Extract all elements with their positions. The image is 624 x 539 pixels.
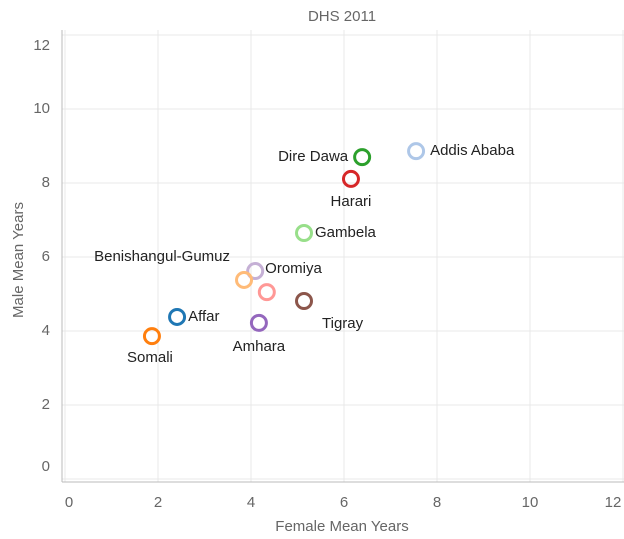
point xyxy=(341,169,360,188)
point-label: Tigray xyxy=(322,315,364,332)
x-tick-label: 2 xyxy=(154,494,162,511)
y-tick-label: 12 xyxy=(33,37,50,54)
point xyxy=(168,307,187,326)
x-tick-label: 8 xyxy=(433,494,441,511)
y-tick-label: 10 xyxy=(33,100,50,117)
point-label: Addis Ababa xyxy=(430,142,515,159)
y-tick-label: 6 xyxy=(42,248,50,265)
point xyxy=(295,292,314,311)
point xyxy=(246,262,265,281)
x-tick-label: 10 xyxy=(522,494,539,511)
x-tick-label: 6 xyxy=(340,494,348,511)
chart-title: DHS 2011 xyxy=(308,8,376,25)
x-tick-label: 0 xyxy=(65,494,73,511)
point xyxy=(353,148,372,167)
x-tick-label: 12 xyxy=(605,494,622,511)
y-tick-label: 2 xyxy=(42,396,50,413)
point xyxy=(235,270,254,289)
point xyxy=(142,327,161,346)
point-label: Somali xyxy=(127,349,173,366)
point-label: Affar xyxy=(188,308,219,325)
point xyxy=(249,313,268,332)
x-axis-label: Female Mean Years xyxy=(275,518,408,535)
point-label: Dire Dawa xyxy=(278,148,349,165)
point xyxy=(257,283,276,302)
point-label: Oromiya xyxy=(265,260,322,277)
point xyxy=(295,223,314,242)
y-axis-label: Male Mean Years xyxy=(10,202,27,318)
x-tick-label: 4 xyxy=(247,494,255,511)
y-tick-label: 8 xyxy=(42,174,50,191)
y-tick-label: 0 xyxy=(42,458,50,475)
point xyxy=(407,142,426,161)
point-label: Harari xyxy=(331,193,372,210)
point-label: Amhara xyxy=(233,338,286,355)
point-label: Gambela xyxy=(315,224,377,241)
point-label: Benishangul-Gumuz xyxy=(94,248,230,265)
y-tick-label: 4 xyxy=(42,322,50,339)
